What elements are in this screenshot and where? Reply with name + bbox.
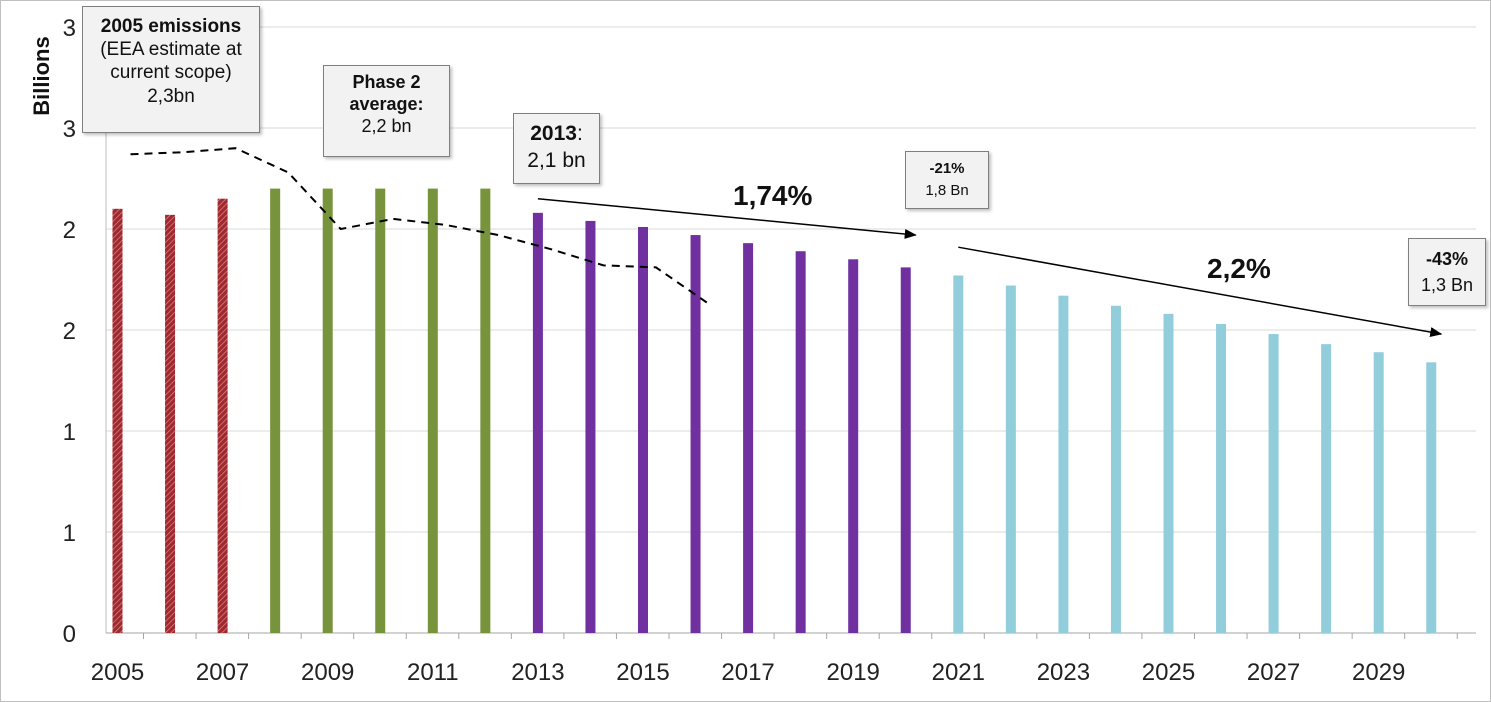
callout-phase2-title: Phase 2: [352, 72, 421, 92]
callout-minus21: -21% 1,8 Bn: [905, 151, 989, 209]
callout-2005-line2: (EEA estimate at: [100, 39, 242, 61]
callout-minus43-value: 1,3 Bn: [1420, 275, 1474, 296]
y-tick-label: 0: [63, 621, 76, 648]
x-tick-label: 2029: [1352, 659, 1405, 686]
callout-minus43: -43% 1,3 Bn: [1408, 238, 1486, 306]
bar-phase1-2005: [112, 208, 123, 634]
bar-phase2-2009: [322, 188, 333, 633]
bar-phase3-2018: [795, 251, 806, 633]
bar-phase3-2020: [900, 267, 911, 633]
callout-2013-title: 2013: [530, 122, 577, 145]
callout-2005-value: 2,3bn: [147, 85, 195, 107]
callout-phase2-line2: average:: [349, 93, 424, 114]
y-tick-label: 2: [63, 217, 76, 244]
trend-label-phase3: 1,74%: [733, 180, 813, 211]
callout-2013: 2013: 2,1 bn: [513, 113, 600, 184]
bar-phase3-2017: [743, 243, 754, 633]
callout-2013-value: 2,1 bn: [527, 149, 586, 173]
trend-arrow-2: [958, 246, 1443, 338]
bar-phase4-2023: [1058, 295, 1069, 633]
x-tick-label: 2023: [1037, 659, 1090, 686]
x-tick-label: 2009: [301, 659, 354, 686]
bar-phase4-2026: [1216, 323, 1227, 633]
trend-arrow-1: [537, 197, 917, 239]
callout-minus21-value: 1,8 Bn: [925, 181, 969, 199]
y-tick-labels: 0 1 1 2 2 3 3: [63, 15, 76, 648]
y-axis-label: Billions: [29, 36, 54, 116]
bar-phase1-2006: [165, 214, 176, 634]
bars: [112, 188, 1437, 634]
callout-minus21-title: -21%: [929, 160, 965, 177]
bar-phase3-2015: [638, 226, 648, 634]
x-tick-label: 2019: [827, 659, 880, 686]
y-tick-label: 1: [63, 419, 76, 446]
emissions-dashed-line: [130, 147, 710, 305]
y-tick-label: 3: [63, 116, 76, 143]
bar-phase4-2024: [1110, 305, 1121, 633]
bar-phase2-2011: [427, 188, 438, 633]
callout-2005-emissions: 2005 emissions (EEA estimate at current …: [82, 6, 260, 133]
x-tick-label: 2017: [721, 659, 774, 686]
x-tick-label: 2027: [1247, 659, 1300, 686]
bar-phase4-2030: [1426, 362, 1437, 633]
x-tick-labels: 2005 2007 2009 2011 2013 2015 2017 2019 2021 2023…: [91, 659, 1406, 686]
x-tick-label: 2007: [196, 659, 249, 686]
bar-phase3-2014: [585, 220, 596, 634]
x-tick-label: 2011: [407, 659, 459, 686]
y-tick-label: 1: [63, 520, 76, 547]
x-tick-label: 2021: [932, 659, 985, 686]
bar-phase3-2013: [532, 212, 543, 633]
bar-phase4-2022: [1005, 285, 1016, 633]
bar-phase1-2007: [217, 198, 228, 633]
bar-phase4-2021: [953, 275, 964, 633]
y-tick-label: 2: [63, 318, 76, 345]
callout-2013-colon: :: [576, 122, 583, 145]
bar-phase2-2012: [480, 188, 491, 633]
callout-phase2-value: 2,2 bn: [361, 115, 412, 136]
x-tick-label: 2025: [1142, 659, 1195, 686]
bar-phase4-2029: [1373, 352, 1384, 633]
callout-minus43-title: -43%: [1425, 249, 1469, 269]
trend-label-phase4: 2,2%: [1207, 253, 1271, 284]
callout-phase2: Phase 2 average: 2,2 bn: [323, 65, 450, 157]
bar-phase3-2019: [848, 259, 859, 633]
bar-phase4-2028: [1321, 344, 1332, 633]
callout-2005-line3: current scope): [110, 62, 232, 84]
bar-phase2-2008: [270, 188, 281, 633]
x-tick-label: 2015: [616, 659, 669, 686]
y-tick-label: 3: [63, 15, 76, 42]
bar-phase3-2016: [690, 235, 701, 633]
bar-phase4-2027: [1268, 334, 1279, 633]
callout-2005-title: 2005 emissions: [100, 16, 242, 37]
overlay-lines: [130, 147, 1443, 338]
bar-phase2-2010: [375, 188, 386, 633]
x-tick-label: 2005: [91, 659, 144, 686]
x-tick-label: 2013: [511, 659, 564, 686]
bar-phase4-2025: [1163, 313, 1174, 633]
